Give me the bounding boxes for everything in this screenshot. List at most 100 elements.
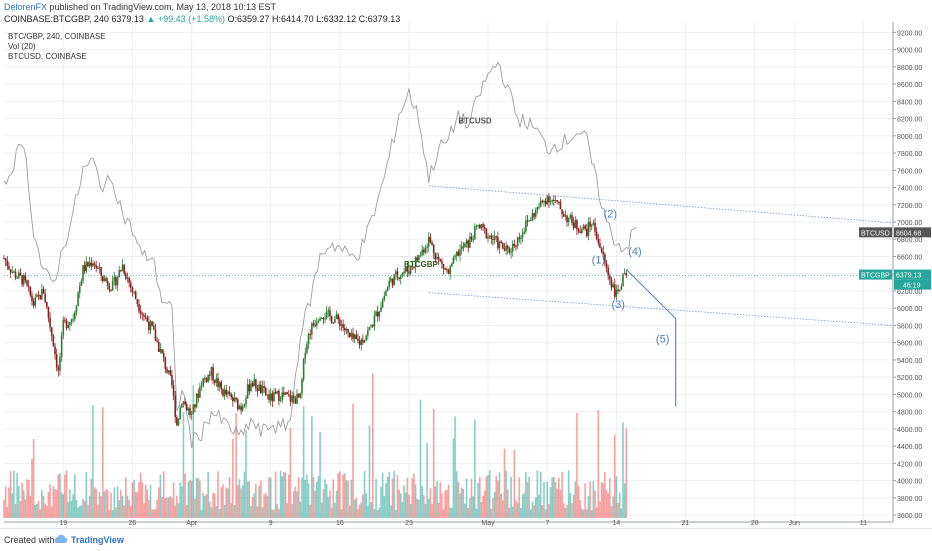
candle-body — [350, 333, 353, 337]
volume-bar — [462, 488, 465, 518]
volume-bar — [103, 491, 106, 518]
volume-bar — [194, 498, 196, 518]
volume-bar — [559, 489, 562, 518]
candle-body — [32, 301, 35, 306]
candle-body — [615, 289, 618, 297]
time-tick-label: Jun — [789, 520, 800, 527]
volume-bar — [93, 487, 96, 518]
candle-body — [284, 392, 287, 395]
volume-bar — [296, 491, 298, 518]
candle-body — [304, 352, 307, 359]
candle-body — [11, 271, 14, 273]
volume-bar — [367, 505, 369, 518]
volume-bar — [233, 505, 236, 518]
volume-bar — [176, 495, 178, 518]
volume-bar — [493, 491, 496, 518]
candle-body — [141, 313, 144, 315]
candle-body — [225, 389, 228, 395]
candle-body — [189, 408, 191, 415]
volume-bar — [195, 478, 198, 518]
candle-body — [31, 295, 33, 302]
candle-body — [528, 220, 530, 222]
price-tick-label: 6000.00 — [897, 306, 922, 313]
candle-body — [253, 379, 256, 387]
candle-body — [156, 340, 158, 342]
candle-body — [55, 354, 58, 368]
candle-body — [34, 297, 37, 306]
candle-body — [192, 404, 195, 414]
volume-bar — [441, 493, 443, 518]
volume-bar — [408, 494, 410, 518]
candle-body — [439, 259, 442, 262]
volume-bar — [4, 486, 7, 518]
volume-bar — [602, 483, 605, 518]
candle-body — [199, 386, 201, 398]
volume-bar — [22, 490, 25, 518]
volume-bar — [395, 509, 397, 518]
volume-bar — [153, 509, 155, 518]
channel-lower-line — [428, 292, 894, 326]
tradingview-brand[interactable]: TradingView — [71, 535, 124, 545]
candle-body — [148, 321, 150, 331]
candle-body — [261, 386, 264, 394]
candle-body — [105, 278, 107, 282]
candle-body — [617, 289, 619, 292]
candle-body — [395, 271, 397, 275]
candle-body — [380, 307, 382, 313]
legend-compare-series[interactable]: BTCUSD, COINBASE — [8, 52, 87, 61]
volume-bar — [574, 481, 577, 518]
volume-bar — [222, 484, 224, 518]
volume-bar — [230, 503, 232, 518]
price-tick-label: 5200.00 — [897, 375, 922, 382]
candle-body — [312, 323, 315, 326]
candle-body — [139, 311, 142, 314]
candle-body — [365, 335, 367, 340]
candle-body — [6, 260, 9, 266]
time-axis: 19 26 Apr 9 16 23 May 7 14 21 28 Jun 11 — [59, 520, 867, 527]
candle-body — [151, 321, 153, 326]
volume-bar — [304, 479, 307, 518]
volume-bar — [41, 490, 43, 518]
candle-body — [134, 291, 137, 300]
volume-bar — [449, 507, 451, 518]
volume-bar — [414, 484, 417, 518]
candle-body — [241, 406, 244, 411]
volume-bar — [123, 505, 125, 518]
volume-bar — [446, 489, 448, 518]
volume-bar — [157, 487, 160, 518]
candle-body — [24, 275, 27, 281]
candle-body — [605, 263, 608, 268]
candle-body — [236, 399, 239, 410]
candle-body — [149, 321, 152, 331]
last-price: 6379.13 — [111, 14, 144, 24]
volume-bar — [62, 494, 65, 518]
candle-body — [317, 320, 320, 323]
candle-body — [87, 261, 89, 267]
candle-body — [388, 280, 391, 288]
volume-bar — [171, 498, 173, 518]
price-tick-label: 8800.00 — [897, 65, 922, 72]
legend-main-series[interactable]: BTC/GBP, 240, COINBASE — [8, 32, 106, 41]
candle-body — [162, 353, 165, 358]
volume-bar — [283, 471, 285, 518]
candle-body — [286, 392, 288, 395]
price-tick-label: 9000.00 — [897, 48, 922, 55]
candle-body — [525, 220, 527, 232]
candle-body — [95, 265, 97, 268]
candle-body — [531, 213, 534, 220]
btcgbp-label: BTCGBP — [404, 260, 438, 269]
volume-bar — [589, 481, 591, 518]
chart-area[interactable]: 9200.00 9000.00 8800.00 8600.00 8400.00 8200.… — [0, 0, 932, 528]
volume-bar — [213, 493, 216, 518]
candle-body — [399, 275, 402, 279]
volume-bar — [365, 493, 367, 518]
candle-body — [77, 293, 79, 307]
volume-bar — [477, 483, 479, 518]
author-link[interactable]: DelorenFX — [4, 2, 48, 12]
legend-volume[interactable]: Vol (20) — [8, 42, 36, 51]
volume-bar — [368, 425, 371, 518]
candle-body — [167, 370, 170, 373]
candle-body — [477, 224, 479, 226]
candle-body — [459, 249, 461, 256]
volume-bar — [276, 503, 279, 518]
